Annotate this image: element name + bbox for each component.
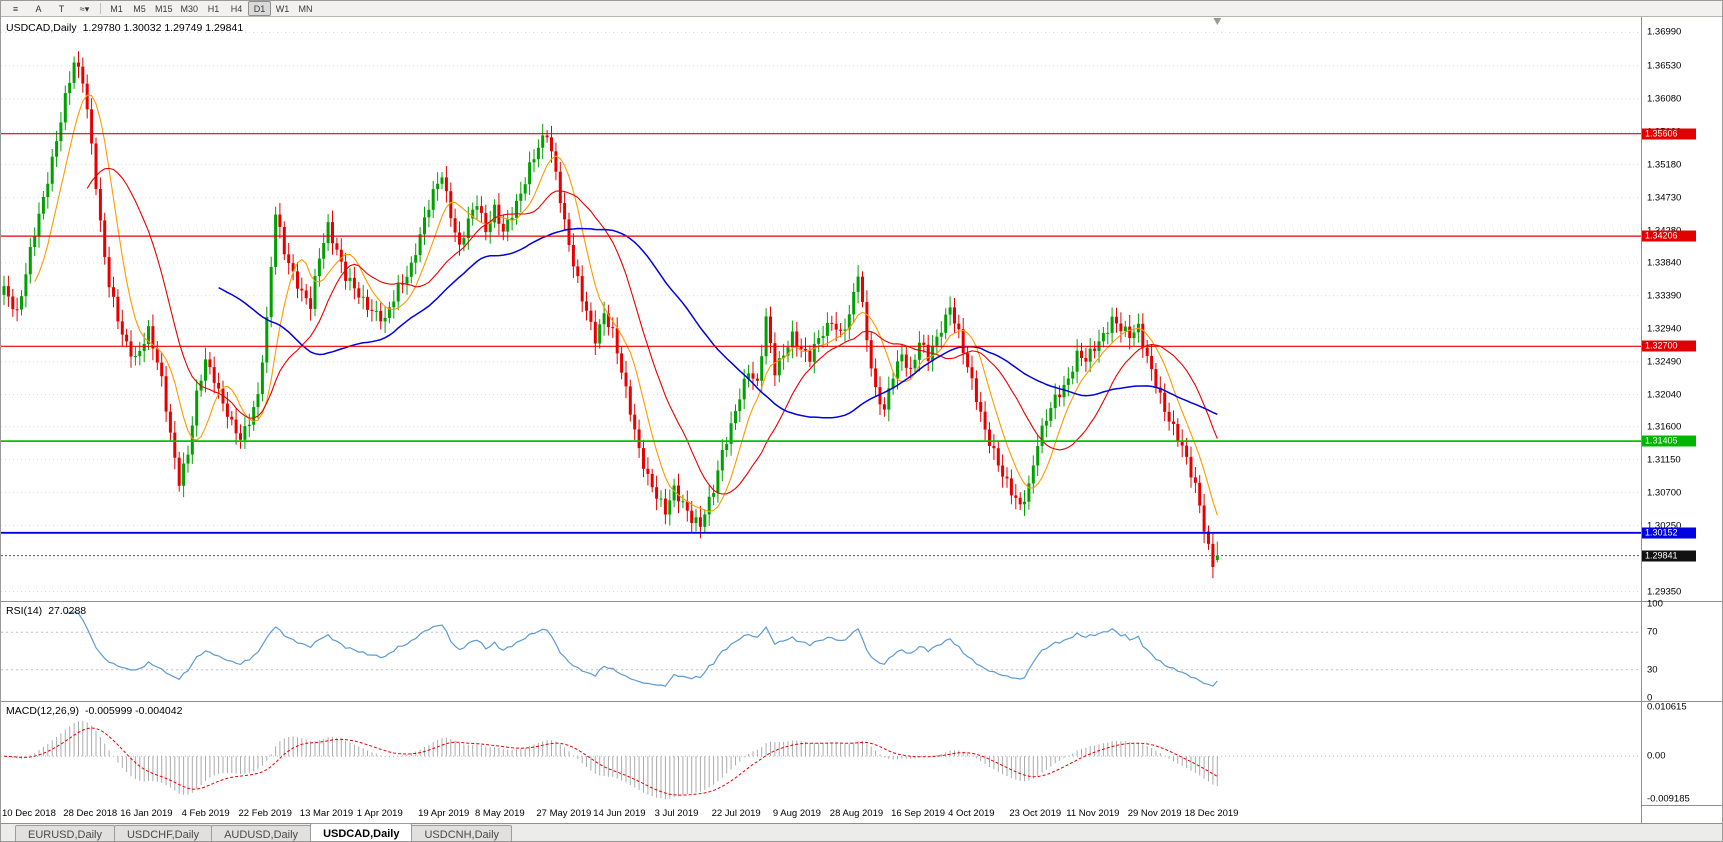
toolbar-separator	[100, 3, 101, 14]
date-label: 3 Jul 2019	[654, 808, 699, 819]
tab-usdcnh-daily[interactable]: USDCNH,Daily	[411, 825, 513, 841]
shift-marker-icon	[1213, 18, 1222, 25]
date-label: 28 Dec 2018	[63, 808, 118, 819]
main-price-chart[interactable]	[1, 17, 1641, 601]
rsi-axis-tick: 0	[1647, 692, 1653, 704]
y-axis-tick: 1.32490	[1647, 356, 1682, 368]
date-label: 13 Mar 2019	[299, 808, 354, 819]
arrow-tool-icon[interactable]: A	[35, 3, 42, 14]
rsi-axis-tick: 30	[1647, 664, 1658, 676]
timeframe-button-h1[interactable]: H1	[207, 3, 220, 14]
timeframe-button-w1[interactable]: W1	[275, 3, 290, 14]
date-label: 29 Nov 2019	[1127, 808, 1182, 819]
macd-label: MACD(12,26,9) -0.005999 -0.004042	[6, 705, 182, 717]
chart-area: 1.369901.365301.360801.356301.351801.347…	[1, 17, 1722, 823]
price-axis-border	[1641, 17, 1642, 823]
toolbar-buttons: ≡ A T ≈▾ M1 M5 M15 M30 H1 H4 D1 W1 MN	[1, 1, 317, 16]
chart-title: USDCAD,Daily 1.29780 1.30032 1.29749 1.29…	[6, 22, 243, 34]
date-label: 23 Oct 2019	[1009, 808, 1062, 819]
chart-ohlc: 1.29780 1.30032 1.29749 1.29841	[82, 22, 244, 34]
rsi-label: RSI(14) 27.0288	[6, 605, 86, 617]
current-price-badge: 1.29841	[1642, 550, 1696, 562]
timeframe-button-m30[interactable]: M30	[180, 3, 199, 14]
panel-separator	[1, 601, 1722, 602]
y-axis-tick: 1.36080	[1647, 93, 1682, 105]
macd-axis-tick: 0.00	[1647, 750, 1666, 762]
tab-eurusd-daily[interactable]: EURUSD,Daily	[15, 825, 115, 841]
y-axis-tick: 1.31600	[1647, 421, 1682, 433]
date-label: 8 May 2019	[475, 808, 525, 819]
date-label: 1 Apr 2019	[356, 808, 403, 819]
level-price-badge-1-31405[interactable]: 1.31405	[1642, 435, 1696, 447]
date-label: 19 Apr 2019	[418, 808, 470, 819]
macd-indicator-chart[interactable]	[1, 701, 1641, 805]
rsi-indicator-chart[interactable]	[1, 601, 1641, 701]
timeframe-button-h4[interactable]: H4	[230, 3, 243, 14]
date-label: 14 Jun 2019	[593, 808, 646, 819]
timeframe-button-m1[interactable]: M1	[110, 3, 123, 14]
panel-separator	[1, 701, 1722, 702]
date-label: 22 Jul 2019	[711, 808, 761, 819]
rsi-line	[65, 611, 1218, 687]
price-scale[interactable]: 1.369901.365301.360801.356301.351801.347…	[1641, 17, 1722, 823]
date-axis[interactable]: 10 Dec 2018 28 Dec 2018 16 Jan 2019 4 Feb 2…	[1, 805, 1641, 823]
rsi-axis-tick: 100	[1647, 598, 1663, 610]
menu-icon[interactable]: ≡	[12, 3, 19, 14]
timeframe-button-d1[interactable]: D1	[248, 1, 272, 16]
macd-axis-tick: -0.009185	[1647, 793, 1690, 805]
y-axis-tick: 1.33390	[1647, 290, 1682, 302]
timeframe-button-mn[interactable]: MN	[298, 3, 313, 14]
rsi-value: 27.0288	[48, 605, 87, 617]
date-label: 9 Aug 2019	[772, 808, 821, 819]
y-axis-tick: 1.33840	[1647, 257, 1682, 269]
y-axis-tick: 1.31150	[1647, 454, 1681, 466]
y-axis-tick: 1.35180	[1647, 159, 1682, 171]
date-label: 22 Feb 2019	[238, 808, 292, 819]
date-label: 28 Aug 2019	[829, 808, 884, 819]
macd-name: MACD(12,26,9)	[6, 705, 79, 717]
date-label: 10 Dec 2018	[2, 808, 56, 819]
date-label: 16 Sep 2019	[891, 808, 945, 819]
y-axis-tick: 1.29350	[1647, 586, 1682, 597]
macd-histogram	[7, 720, 1218, 800]
text-tool-icon[interactable]: T	[58, 3, 65, 14]
date-label: 16 Jan 2019	[120, 808, 173, 819]
timeframe-button-m15[interactable]: M15	[155, 3, 173, 14]
indicators-icon[interactable]: ≈▾	[79, 3, 90, 14]
date-label: 4 Feb 2019	[181, 808, 230, 819]
tab-usdcad-daily[interactable]: USDCAD,Daily	[310, 823, 413, 841]
y-axis-tick: 1.30250	[1647, 520, 1682, 532]
candlesticks	[2, 51, 1219, 579]
y-axis-tick: 1.34730	[1647, 192, 1682, 204]
chart-symbol-period: USDCAD,Daily	[6, 22, 77, 34]
rsi-name: RSI(14)	[6, 605, 43, 617]
date-label: 11 Nov 2019	[1066, 808, 1120, 819]
ma-mid-line	[86, 167, 1218, 495]
macd-values: -0.005999 -0.004042	[84, 705, 183, 717]
y-axis-tick: 1.30700	[1647, 487, 1682, 499]
level-price-badge-1-30152[interactable]: 1.30152	[1642, 527, 1696, 539]
y-axis-tick: 1.32940	[1647, 323, 1682, 335]
date-label: 4 Oct 2019	[948, 808, 995, 819]
y-axis-tick: 1.36530	[1647, 60, 1682, 72]
level-price-badge-1-32700[interactable]: 1.32700	[1642, 340, 1696, 352]
ma-slow-line	[218, 227, 1218, 419]
y-axis-tick: 1.36990	[1647, 26, 1682, 38]
ma-fast-line	[34, 94, 1218, 516]
tab-bar: EURUSD,Daily USDCHF,Daily AUDUSD,Daily USDC…	[1, 823, 1722, 841]
tab-audusd-daily[interactable]: AUDUSD,Daily	[211, 825, 312, 841]
rsi-axis-tick: 70	[1647, 626, 1658, 638]
timeframe-button-m5[interactable]: M5	[133, 3, 146, 14]
toolbar: ≡ A T ≈▾ M1 M5 M15 M30 H1 H4 D1 W1 MN	[1, 1, 1722, 17]
date-label: 27 May 2019	[536, 808, 592, 819]
level-price-badge-1-35606[interactable]: 1.35606	[1642, 128, 1696, 140]
tab-usdchf-daily[interactable]: USDCHF,Daily	[113, 825, 213, 841]
y-axis-tick: 1.32040	[1647, 389, 1682, 401]
level-price-badge-1-34206[interactable]: 1.34206	[1642, 230, 1696, 242]
macd-signal-line	[3, 727, 1218, 796]
macd-axis-tick: 0.010615	[1647, 701, 1687, 713]
date-label: 18 Dec 2019	[1184, 808, 1239, 819]
